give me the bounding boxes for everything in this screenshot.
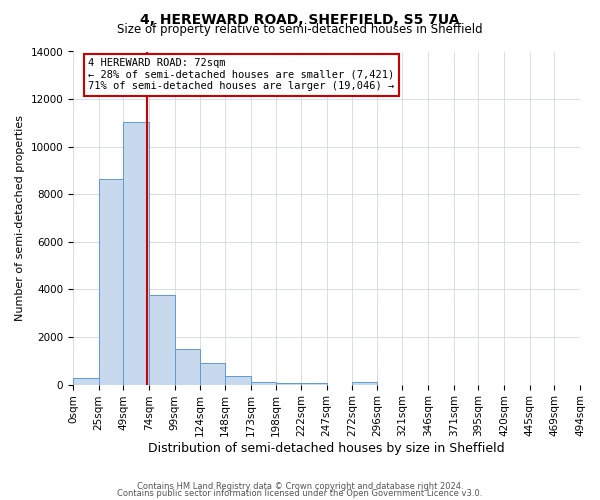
Y-axis label: Number of semi-detached properties: Number of semi-detached properties [15,115,25,321]
Text: 4, HEREWARD ROAD, SHEFFIELD, S5 7UA: 4, HEREWARD ROAD, SHEFFIELD, S5 7UA [140,12,460,26]
Text: Contains public sector information licensed under the Open Government Licence v3: Contains public sector information licen… [118,489,482,498]
Bar [73,378,98,384]
Bar [251,382,276,384]
Bar [98,179,124,384]
Bar [175,350,200,384]
Bar [225,376,251,384]
Text: Contains HM Land Registry data © Crown copyright and database right 2024.: Contains HM Land Registry data © Crown c… [137,482,463,491]
Bar [301,383,326,384]
X-axis label: Distribution of semi-detached houses by size in Sheffield: Distribution of semi-detached houses by … [148,442,505,455]
Bar [124,122,149,384]
Bar [352,382,377,384]
Bar [200,363,225,384]
Text: Size of property relative to semi-detached houses in Sheffield: Size of property relative to semi-detach… [117,24,483,36]
Text: 4 HEREWARD ROAD: 72sqm
← 28% of semi-detached houses are smaller (7,421)
71% of : 4 HEREWARD ROAD: 72sqm ← 28% of semi-det… [88,58,394,92]
Bar [149,296,175,384]
